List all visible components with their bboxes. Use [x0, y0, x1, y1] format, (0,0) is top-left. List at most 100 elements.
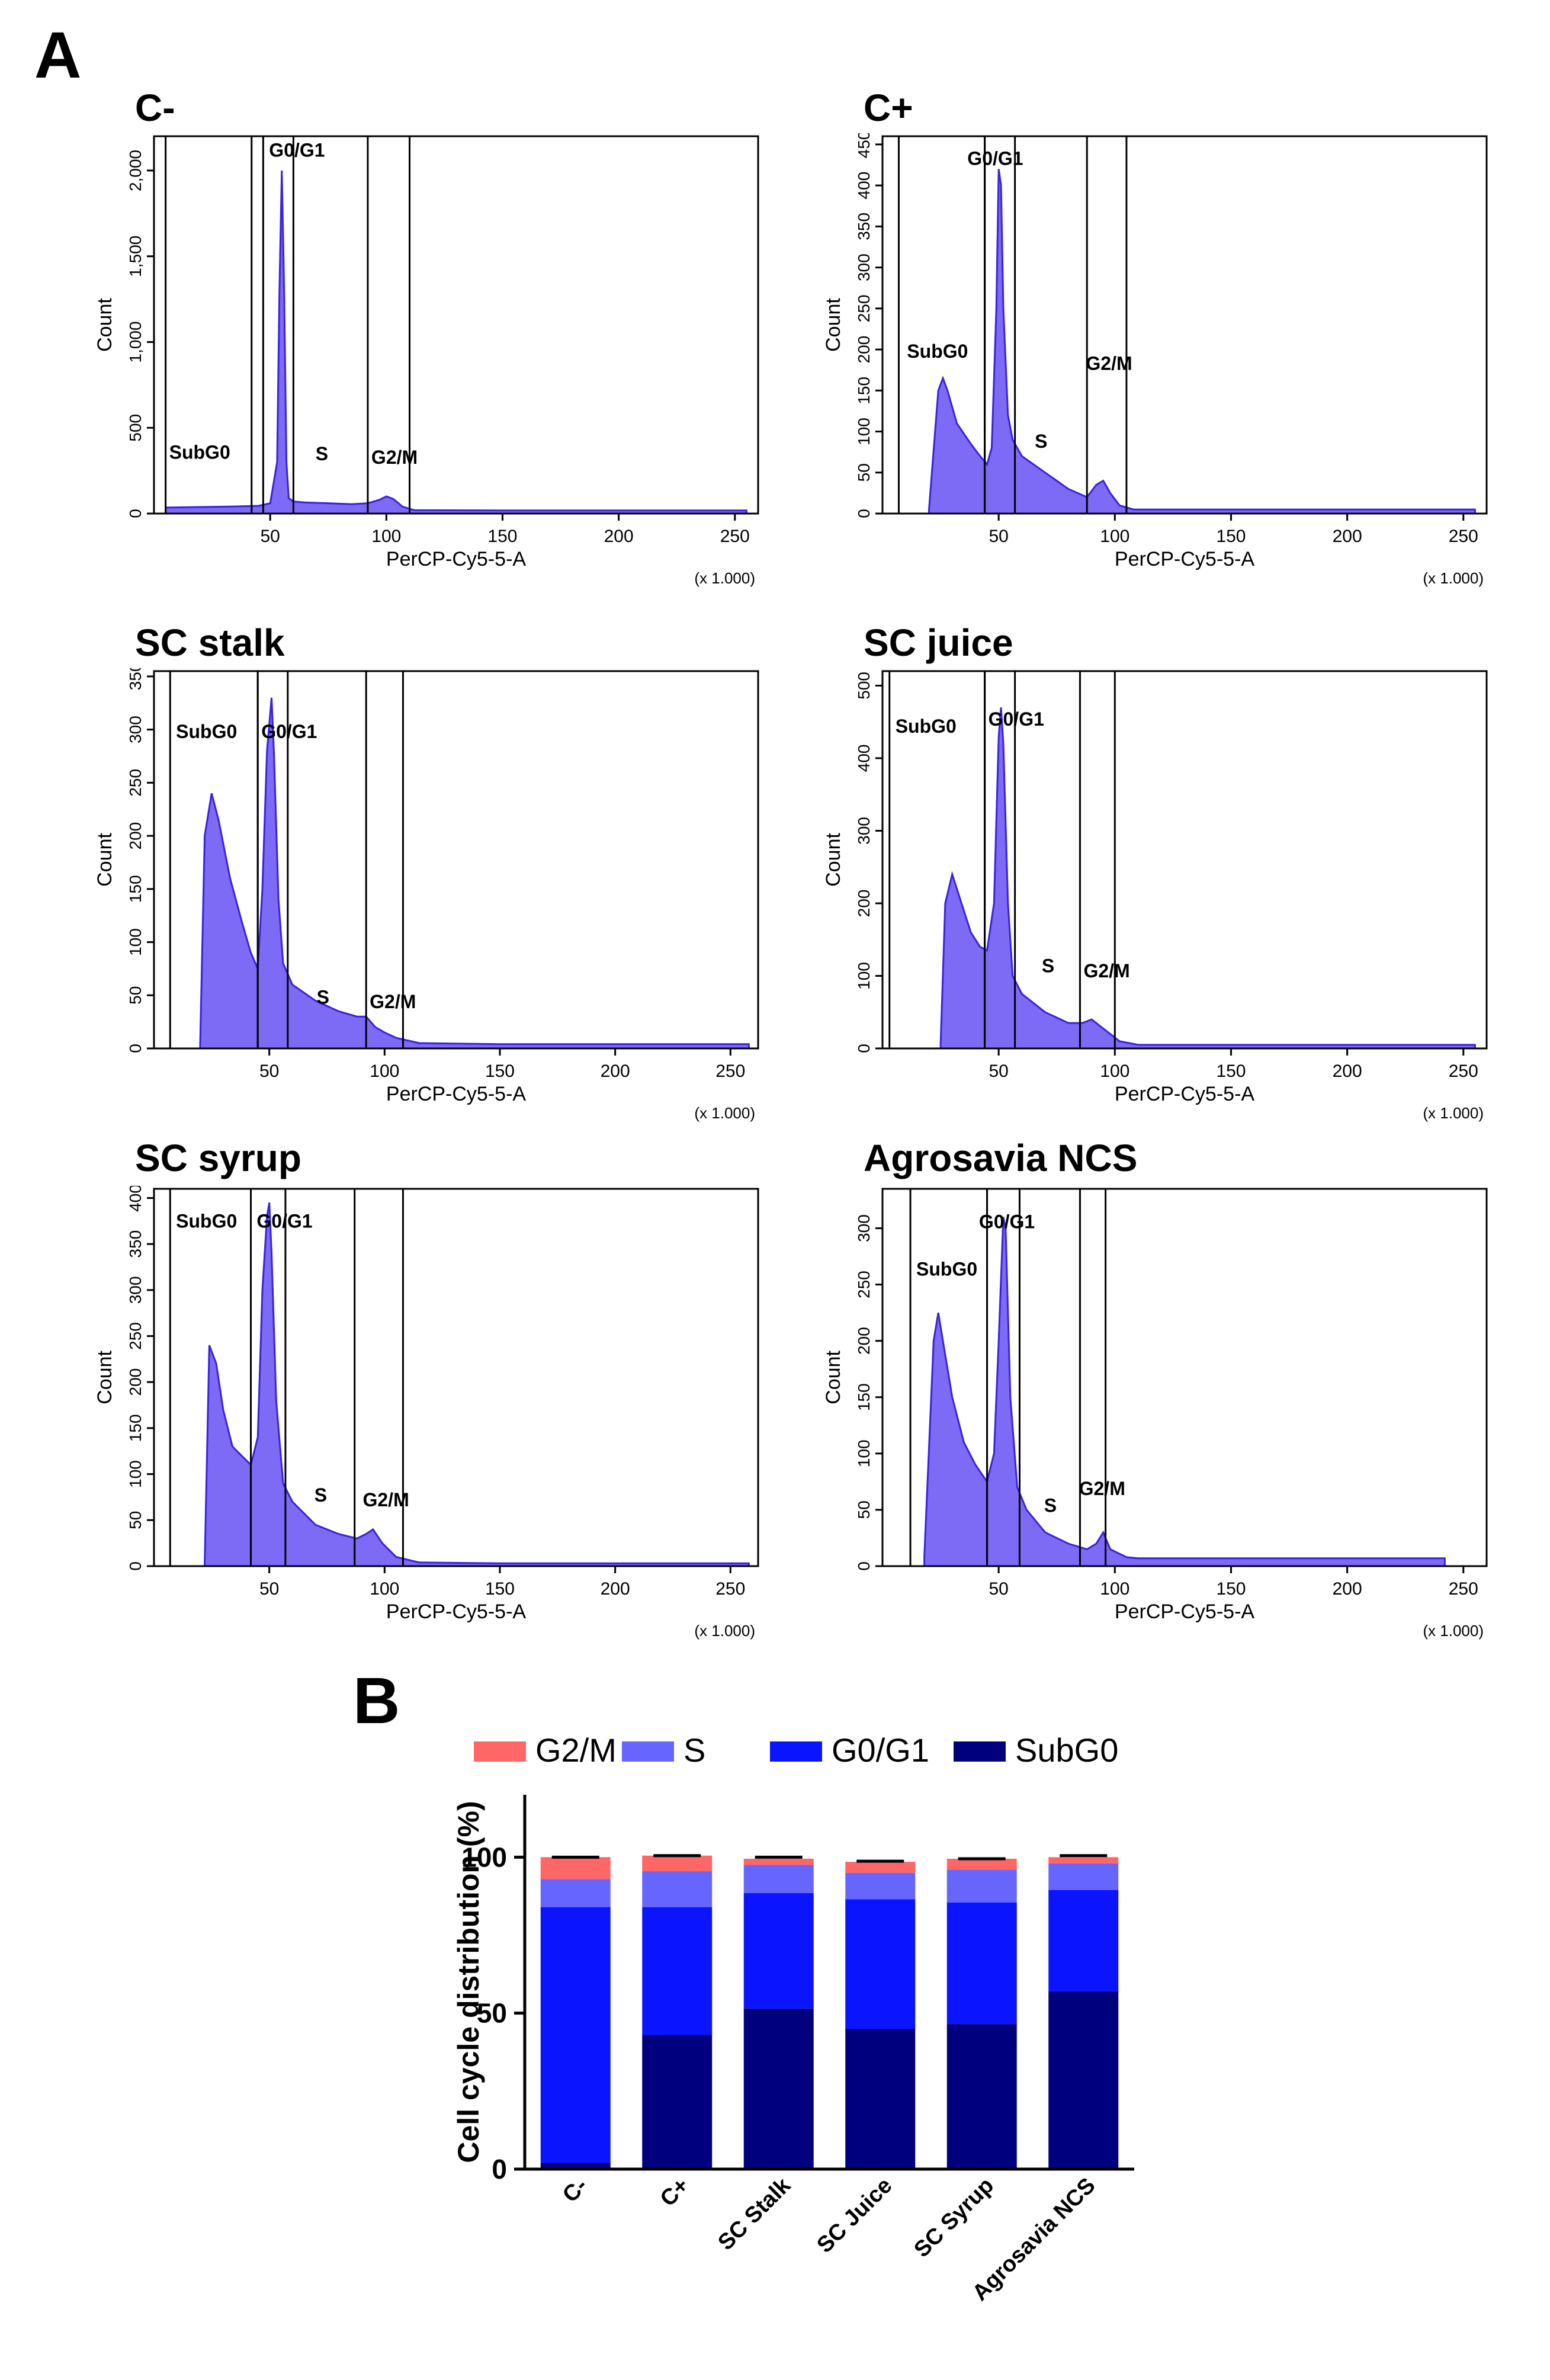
- x-tick-label: 100: [1100, 1579, 1129, 1599]
- x-tick-label: 150: [485, 1061, 515, 1081]
- y-axis-label: Count: [94, 833, 116, 887]
- gate-label: G0/G1: [269, 140, 325, 161]
- bar-segment: [946, 1902, 1017, 2025]
- gate-label: SubG0: [916, 1258, 977, 1279]
- x-tick-label: 200: [1333, 1061, 1362, 1081]
- gate-label: SubG0: [907, 341, 968, 362]
- legend-label: S: [683, 1731, 705, 1769]
- x-tick-label: 150: [1216, 527, 1246, 546]
- x-scale-note: (x 1.000): [1423, 1104, 1484, 1122]
- bar-segment: [642, 1871, 713, 1907]
- y-tick-label: 400: [855, 172, 873, 200]
- panel-a-label: A: [34, 19, 82, 92]
- x-tick-label: 100: [370, 1061, 399, 1081]
- x-category-label: SC Syrup: [909, 2173, 999, 2263]
- x-axis-label: PerCP-Cy5-5-A: [1115, 1083, 1254, 1105]
- plot-frame: [881, 135, 1488, 515]
- y-axis-label: Cell cycle distribution (%): [452, 1801, 485, 2163]
- histogram-area: [923, 1217, 1446, 1567]
- x-tick-label: 200: [604, 527, 634, 546]
- y-tick-label: 200: [855, 890, 873, 918]
- y-tick-label: 200: [855, 1327, 873, 1355]
- y-tick-label: 2,000: [126, 150, 145, 191]
- plot-frame: [881, 670, 1488, 1050]
- y-tick-label: 0: [126, 1561, 145, 1571]
- x-scale-note: (x 1.000): [1423, 1622, 1484, 1640]
- y-tick-label: 150: [855, 377, 873, 405]
- legend-swatch: [474, 1741, 526, 1762]
- y-tick-label: 100: [126, 928, 145, 956]
- y-tick-label: 100: [855, 1439, 873, 1467]
- y-tick-label: 200: [126, 822, 145, 850]
- x-scale-note: (x 1.000): [694, 1622, 755, 1640]
- y-tick-label: 400: [126, 1186, 145, 1212]
- hist-title-sc-juice: SC juice: [864, 621, 1013, 664]
- bar-segment: [946, 1869, 1017, 1903]
- plot-frame: [881, 1188, 1488, 1567]
- plot-frame: [153, 135, 759, 515]
- y-tick-label: 300: [855, 817, 873, 845]
- x-tick-label: 50: [989, 1061, 1008, 1081]
- y-axis-label: Count: [94, 1351, 116, 1404]
- hist-title-sc-stalk: SC stalk: [135, 621, 285, 664]
- y-tick-label: 200: [855, 336, 873, 364]
- x-axis-label: PerCP-Cy5-5-A: [1115, 1600, 1254, 1623]
- gate-label: G0/G1: [989, 708, 1044, 730]
- y-tick-label: 250: [126, 1322, 145, 1350]
- y-tick-label: 150: [126, 1414, 145, 1442]
- x-tick-label: 150: [1216, 1579, 1246, 1599]
- bar-segment: [1048, 1863, 1119, 1890]
- x-axis-label: PerCP-Cy5-5-A: [386, 1600, 526, 1623]
- y-tick-label: 150: [855, 1383, 873, 1411]
- y-tick-label: 500: [126, 414, 145, 442]
- bar-segment: [946, 2024, 1017, 2169]
- x-tick-label: 150: [1216, 1061, 1246, 1081]
- gate-label: S: [317, 987, 329, 1008]
- gate-label: SubG0: [176, 721, 237, 742]
- x-category-label: SC Stalk: [713, 2173, 795, 2255]
- gate-label: SubG0: [176, 1210, 237, 1231]
- histogram-sc-syrup: SubG0 G0/G1 S G2/M 0 50 100 150 200 250 300 350 400 5…: [94, 1186, 759, 1640]
- x-scale-note: (x 1.000): [694, 1104, 755, 1122]
- gate-label: G0/G1: [261, 721, 317, 742]
- x-tick-label: 250: [1449, 527, 1478, 546]
- bar-segment: [743, 1893, 814, 2009]
- gate-label: G2/M: [1086, 353, 1132, 374]
- y-tick-label: 500: [855, 672, 873, 700]
- hist-title-agrosavia: Agrosavia NCS: [864, 1137, 1138, 1179]
- bar-segment: [642, 2035, 713, 2169]
- y-tick-label: 250: [855, 294, 873, 322]
- y-tick-label: 50: [855, 1500, 873, 1519]
- y-tick-label: 1,000: [126, 321, 145, 363]
- gate-label: G0/G1: [256, 1210, 312, 1231]
- bar-segment: [540, 1907, 611, 2163]
- y-tick-label: 50: [126, 986, 145, 1005]
- y-tick-label: 0: [126, 509, 145, 518]
- y-tick-label: 1,500: [126, 236, 145, 277]
- x-scale-note: (x 1.000): [694, 569, 755, 587]
- gate-label: G2/M: [362, 1489, 409, 1510]
- bar-segment: [1048, 1991, 1119, 2169]
- x-tick-label: 150: [487, 527, 517, 546]
- x-tick-label: 50: [259, 1061, 279, 1081]
- gate-label: SubG0: [169, 441, 230, 463]
- x-axis-label: PerCP-Cy5-5-A: [1115, 548, 1254, 570]
- panel-b-label: B: [353, 1664, 400, 1737]
- legend-swatch: [622, 1741, 674, 1762]
- histogram-area: [928, 169, 1476, 515]
- bar-segment: [540, 1857, 611, 1879]
- gate-label: S: [1042, 955, 1054, 976]
- y-tick-label: 50: [477, 1998, 507, 2029]
- gate-label: G2/M: [1079, 1478, 1125, 1499]
- y-tick-label: 50: [126, 1511, 145, 1529]
- y-tick-label: 350: [126, 668, 145, 690]
- x-tick-label: 50: [259, 1579, 279, 1599]
- x-tick-label: 150: [485, 1579, 515, 1599]
- bar-segment: [743, 1865, 814, 1893]
- y-axis-label: Count: [822, 298, 845, 352]
- gate-label: S: [1044, 1495, 1057, 1516]
- bar-segment: [946, 1858, 1017, 1870]
- x-tick-label: 250: [715, 1061, 745, 1081]
- plot-frame: [153, 670, 759, 1050]
